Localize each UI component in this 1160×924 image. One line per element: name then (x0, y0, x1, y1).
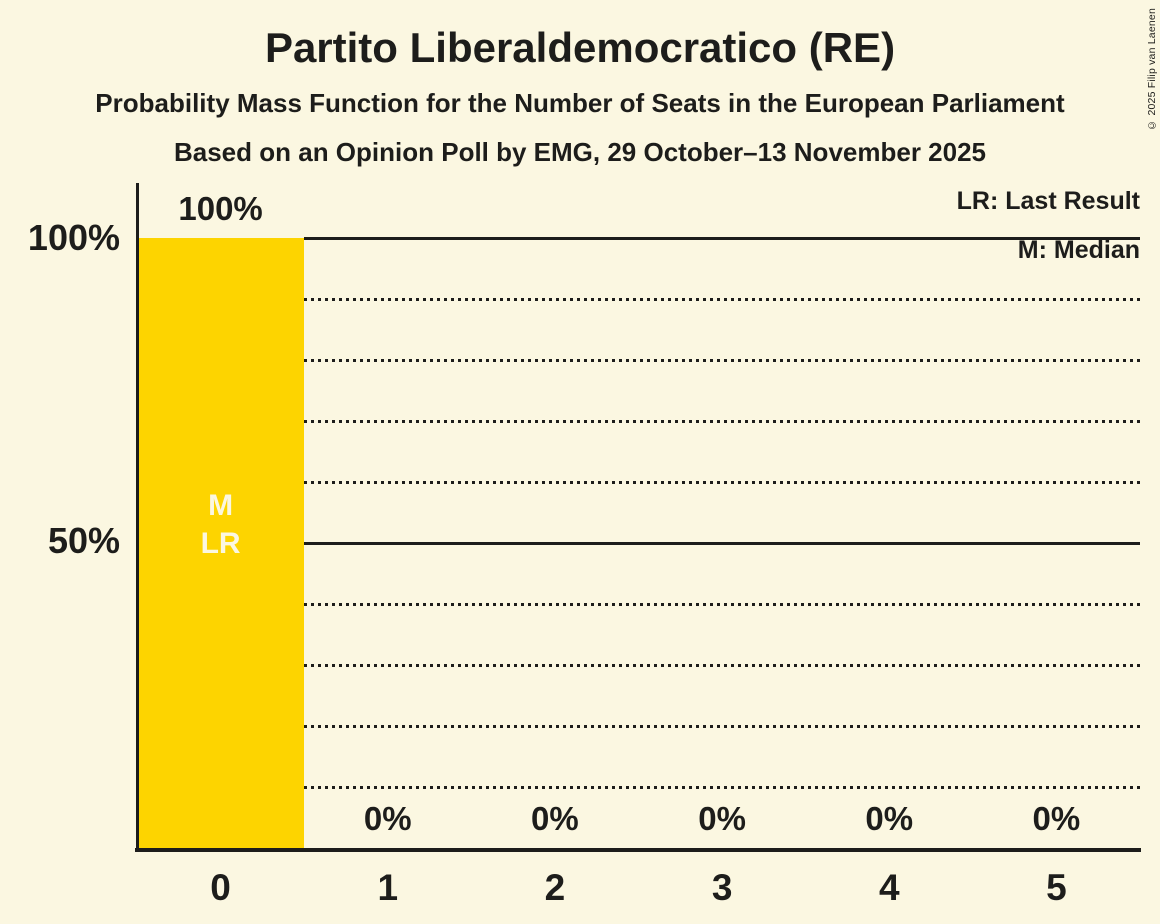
x-axis-label-5: 5 (1046, 867, 1067, 908)
bar-value-label-2: 0% (531, 800, 579, 837)
gridline-90pct (304, 297, 1140, 301)
x-axis-labels-row: 0 1 2 3 4 5 (137, 866, 1140, 910)
bar-value-label-1: 0% (363, 800, 412, 837)
bar-value-label-3: 0% (698, 800, 746, 837)
gridline-10pct (304, 785, 1140, 789)
gridline-50pct (304, 541, 1140, 545)
bar-slot-2: 0% (471, 238, 638, 848)
legend-median: M: Median (1017, 236, 1140, 264)
gridline-70pct (304, 419, 1140, 423)
median-marker: M (208, 488, 234, 522)
x-axis-label-2: 2 (544, 867, 566, 908)
bar-slot-0: 100% M LR (137, 192, 305, 848)
plot-area: 100% M LR 0% 0% 0% 0% 0% (137, 192, 1140, 848)
gridline-40pct (304, 602, 1140, 606)
bar-seats-0 (137, 238, 305, 848)
y-axis-line (136, 183, 139, 851)
bar-annotation-median-lastresult: M LR (137, 487, 304, 563)
bar-value-label-5: 0% (1032, 800, 1081, 837)
gridline-80pct (304, 358, 1140, 362)
bar-slot-4: 0% (806, 238, 973, 848)
bar-slot-3: 0% (639, 238, 806, 848)
gridline-20pct (304, 724, 1140, 728)
x-axis-label-1: 1 (377, 867, 399, 908)
x-axis-label-4: 4 (878, 867, 900, 908)
x-axis-line (135, 848, 1141, 852)
gridline-100pct (304, 236, 1140, 240)
bar-value-label-4: 0% (865, 800, 914, 837)
bar-slot-1: 0% (304, 238, 471, 848)
last-result-marker: LR (200, 526, 241, 560)
gridline-60pct (304, 480, 1140, 484)
x-axis-label-0: 0 (210, 867, 231, 908)
bar-slot-5: 0% (973, 238, 1140, 848)
gridline-30pct (304, 663, 1140, 667)
x-axis-label-3: 3 (711, 867, 733, 908)
y-axis-label-100: 100% (27, 217, 120, 259)
bar-value-label-0: 100% (178, 190, 263, 227)
chart-title: Partito Liberaldemocratico (RE) (264, 24, 896, 71)
chart-subtitle-pmf: Probability Mass Function for the Number… (95, 88, 1065, 118)
y-axis-label-50: 50% (47, 520, 120, 562)
legend-last-result: LR: Last Result (956, 187, 1140, 215)
chart-subtitle-poll: Based on an Opinion Poll by EMG, 29 Octo… (173, 137, 987, 167)
